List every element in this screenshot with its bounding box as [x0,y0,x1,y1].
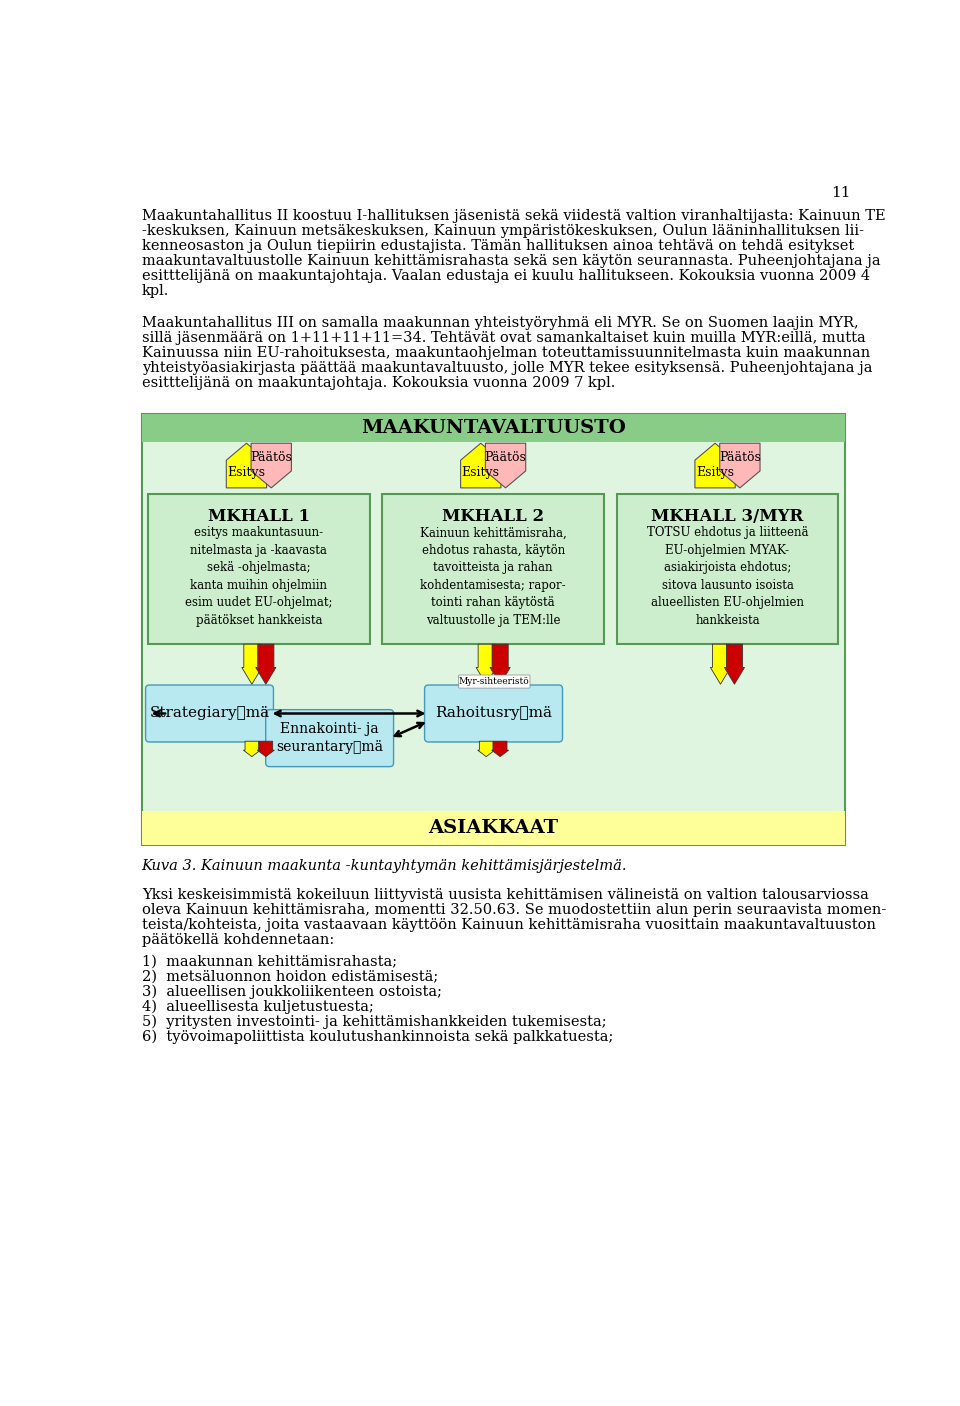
Polygon shape [252,443,292,488]
Polygon shape [725,644,745,685]
Text: -keskuksen, Kainuun metsäkeskuksen, Kainuun ympäristökeskuksen, Oulun lääninhall: -keskuksen, Kainuun metsäkeskuksen, Kain… [142,224,864,238]
Polygon shape [461,443,501,488]
Text: sillä jäsenmäärä on 1+11+11+11=34. Tehtävät ovat samankaltaiset kuin muilla MYR:: sillä jäsenmäärä on 1+11+11+11=34. Tehtä… [142,330,866,344]
Text: MKHALL 2: MKHALL 2 [443,508,544,524]
Text: Kuva 3. Kainuun maakunta -kuntayhtymän kehittämisjärjestelmä.: Kuva 3. Kainuun maakunta -kuntayhtymän k… [142,859,627,873]
Text: Esitys: Esitys [462,467,500,479]
FancyBboxPatch shape [616,494,838,644]
Text: Maakuntahallitus II koostuu I-hallituksen jäsenistä sekä viidestä valtion viranh: Maakuntahallitus II koostuu I-hallitukse… [142,208,885,222]
Text: esitys maakuntasuun-
nitelmasta ja -kaavasta
sekä -ohjelmasta;
kanta muihin ohje: esitys maakuntasuun- nitelmasta ja -kaav… [185,526,332,627]
Text: Ennakointi- ja
seurantaryهmä: Ennakointi- ja seurantaryهmä [276,723,383,754]
Text: Päätös: Päätös [719,450,761,464]
Polygon shape [720,443,760,488]
Polygon shape [476,644,496,685]
FancyBboxPatch shape [266,710,394,766]
Polygon shape [227,443,267,488]
Text: Esitys: Esitys [696,467,734,479]
Text: 6)  työvoimapoliittista koulutushankinnoista sekä palkkatuesta;: 6) työvoimapoliittista koulutushankinnoi… [142,1029,613,1045]
Polygon shape [257,741,275,756]
Polygon shape [695,443,735,488]
Polygon shape [486,443,526,488]
Text: MKHALL 3/MYR: MKHALL 3/MYR [651,508,804,524]
Text: esitttelijänä on maakuntajohtaja. Kokouksia vuonna 2009 7 kpl.: esitttelijänä on maakuntajohtaja. Kokouk… [142,375,615,389]
Text: TOTSU ehdotus ja liitteenä
EU-ohjelmien MYAK-
asiakirjoista ehdotus;
sitova laus: TOTSU ehdotus ja liitteenä EU-ohjelmien … [647,526,808,627]
Text: oleva Kainuun kehittämisraha, momentti 32.50.63. Se muodostettiin alun perin seu: oleva Kainuun kehittämisraha, momentti 3… [142,903,886,917]
Text: ASIAKKAAT: ASIAKKAAT [428,820,558,837]
Text: 5)  yritysten investointi- ja kehittämishankkeiden tukemisesta;: 5) yritysten investointi- ja kehittämish… [142,1015,607,1029]
Text: Päätös: Päätös [485,450,526,464]
FancyBboxPatch shape [382,494,604,644]
Text: 1)  maakunnan kehittämisrahasta;: 1) maakunnan kehittämisrahasta; [142,955,396,969]
FancyBboxPatch shape [142,413,845,441]
Text: Strategiaryهmä: Strategiaryهmä [150,706,270,720]
Polygon shape [490,644,510,685]
Polygon shape [478,741,494,756]
Polygon shape [492,741,509,756]
FancyBboxPatch shape [459,675,530,688]
Text: Päätös: Päätös [251,450,292,464]
Text: päätökellä kohdennetaan:: päätökellä kohdennetaan: [142,934,334,948]
Text: yhteistyöasiakirjasta päättää maakuntavaltuusto, jolle MYR tekee esityksensä. Pu: yhteistyöasiakirjasta päättää maakuntava… [142,361,873,375]
Text: Kainuun kehittämisraha,
ehdotus rahasta, käytön
tavoitteista ja rahan
kohdentami: Kainuun kehittämisraha, ehdotus rahasta,… [420,526,566,627]
Polygon shape [710,644,731,685]
Text: Yksi keskeisimmistä kokeiluun liittyvistä uusista kehittämisen välineistä on val: Yksi keskeisimmistä kokeiluun liittyvist… [142,889,869,903]
Text: teista/kohteista, joita vastaavaan käyttöön Kainuun kehittämisraha vuosittain ma: teista/kohteista, joita vastaavaan käytt… [142,918,876,932]
Polygon shape [243,741,260,756]
FancyBboxPatch shape [146,685,274,742]
Polygon shape [242,644,262,685]
Text: Rahoitusryهmä: Rahoitusryهmä [435,706,552,720]
Text: esitttelijänä on maakuntajohtaja. Vaalan edustaja ei kuulu hallitukseen. Kokouks: esitttelijänä on maakuntajohtaja. Vaalan… [142,269,870,283]
Text: MKHALL 1: MKHALL 1 [208,508,310,524]
FancyBboxPatch shape [424,685,563,742]
FancyBboxPatch shape [142,811,845,845]
Text: Esitys: Esitys [228,467,266,479]
Text: 4)  alueellisesta kuljetustuesta;: 4) alueellisesta kuljetustuesta; [142,1000,373,1014]
Text: Kainuussa niin EU-rahoituksesta, maakuntaohjelman toteuttamissuunnitelmasta kuin: Kainuussa niin EU-rahoituksesta, maakunt… [142,346,870,360]
Text: kpl.: kpl. [142,284,169,298]
Polygon shape [255,644,276,685]
FancyBboxPatch shape [142,413,845,845]
Text: MAAKUNTAVALTUUSTO: MAAKUNTAVALTUUSTO [361,419,626,437]
Text: Maakuntahallitus III on samalla maakunnan yhteistyöryhmä eli MYR. Se on Suomen l: Maakuntahallitus III on samalla maakunna… [142,316,858,330]
Text: 3)  alueellisen joukkoliikenteen ostoista;: 3) alueellisen joukkoliikenteen ostoista… [142,984,442,998]
Text: Myr-sihteeristö: Myr-sihteeristö [459,678,530,686]
Text: kenneosaston ja Oulun tiepiirin edustajista. Tämän hallituksen ainoa tehtävä on : kenneosaston ja Oulun tiepiirin edustaji… [142,239,854,253]
FancyBboxPatch shape [148,494,370,644]
Text: 11: 11 [831,186,851,200]
Text: maakuntavaltuustolle Kainuun kehittämisrahasta sekä sen käytön seurannasta. Puhe: maakuntavaltuustolle Kainuun kehittämisr… [142,254,880,267]
Text: 2)  metsäluonnon hoidon edistämisestä;: 2) metsäluonnon hoidon edistämisestä; [142,970,438,984]
